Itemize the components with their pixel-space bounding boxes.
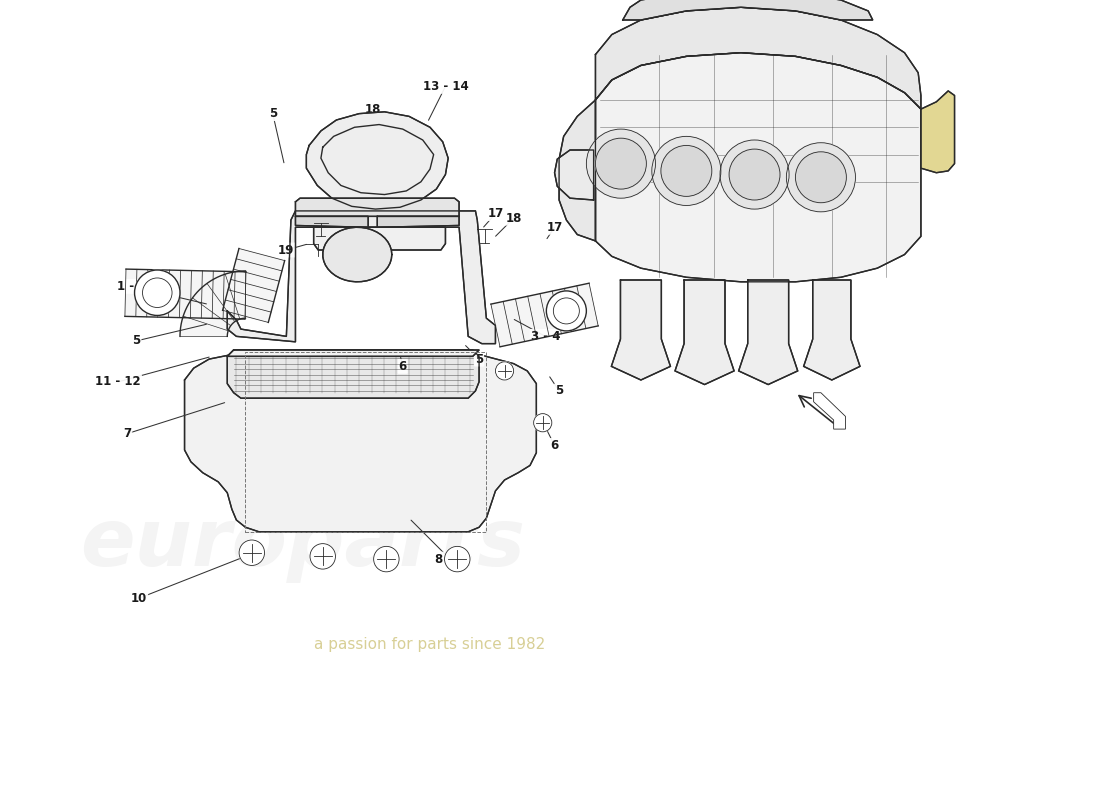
Polygon shape: [921, 91, 955, 173]
Polygon shape: [738, 280, 798, 385]
Circle shape: [310, 544, 336, 569]
Text: 7: 7: [123, 427, 131, 440]
Text: 16: 16: [364, 255, 381, 268]
Text: 8 - 9: 8 - 9: [436, 553, 465, 566]
Polygon shape: [675, 280, 734, 385]
Text: 17: 17: [487, 207, 504, 220]
Text: 1 - 2: 1 - 2: [117, 280, 146, 293]
Circle shape: [729, 149, 780, 200]
Polygon shape: [296, 198, 459, 216]
Polygon shape: [623, 0, 872, 20]
Circle shape: [495, 362, 514, 380]
Circle shape: [444, 546, 470, 572]
Polygon shape: [814, 393, 846, 429]
Polygon shape: [228, 350, 480, 356]
Text: 6: 6: [398, 360, 407, 373]
Circle shape: [786, 142, 856, 212]
Polygon shape: [559, 100, 595, 241]
Polygon shape: [307, 112, 448, 209]
Circle shape: [547, 291, 586, 331]
Text: europarts: europarts: [80, 505, 525, 583]
Text: 5: 5: [268, 107, 277, 120]
Text: 17: 17: [301, 207, 317, 220]
Polygon shape: [377, 216, 459, 227]
Polygon shape: [228, 211, 495, 344]
Text: 5: 5: [556, 385, 563, 398]
Polygon shape: [228, 350, 480, 398]
Text: 13 - 14: 13 - 14: [422, 80, 469, 93]
Polygon shape: [595, 53, 921, 282]
Circle shape: [134, 270, 180, 315]
Polygon shape: [595, 7, 921, 109]
Polygon shape: [180, 271, 245, 336]
Text: 5: 5: [475, 353, 483, 366]
Circle shape: [534, 414, 552, 432]
Text: 6: 6: [550, 439, 559, 452]
Circle shape: [595, 138, 647, 189]
Polygon shape: [612, 280, 671, 380]
Polygon shape: [296, 216, 369, 227]
Circle shape: [661, 146, 712, 196]
Text: 3 - 4: 3 - 4: [530, 330, 560, 343]
Text: 18: 18: [364, 102, 381, 115]
Polygon shape: [804, 280, 860, 380]
Circle shape: [374, 546, 399, 572]
Text: 5: 5: [132, 334, 141, 347]
Circle shape: [586, 129, 656, 198]
Text: 11 - 12: 11 - 12: [96, 375, 141, 388]
Circle shape: [720, 140, 789, 209]
Text: 18: 18: [505, 212, 521, 225]
Polygon shape: [222, 249, 285, 322]
Polygon shape: [185, 354, 537, 532]
Circle shape: [795, 152, 846, 202]
Polygon shape: [554, 150, 594, 200]
Text: 10: 10: [131, 592, 147, 605]
Polygon shape: [322, 227, 392, 282]
Polygon shape: [491, 283, 598, 346]
Circle shape: [652, 136, 720, 206]
Text: 15: 15: [328, 255, 344, 268]
Polygon shape: [314, 227, 446, 250]
Text: 17: 17: [547, 221, 563, 234]
Circle shape: [239, 540, 264, 566]
Text: 19: 19: [278, 243, 295, 257]
Text: a passion for parts since 1982: a passion for parts since 1982: [315, 637, 546, 651]
Polygon shape: [125, 269, 246, 319]
